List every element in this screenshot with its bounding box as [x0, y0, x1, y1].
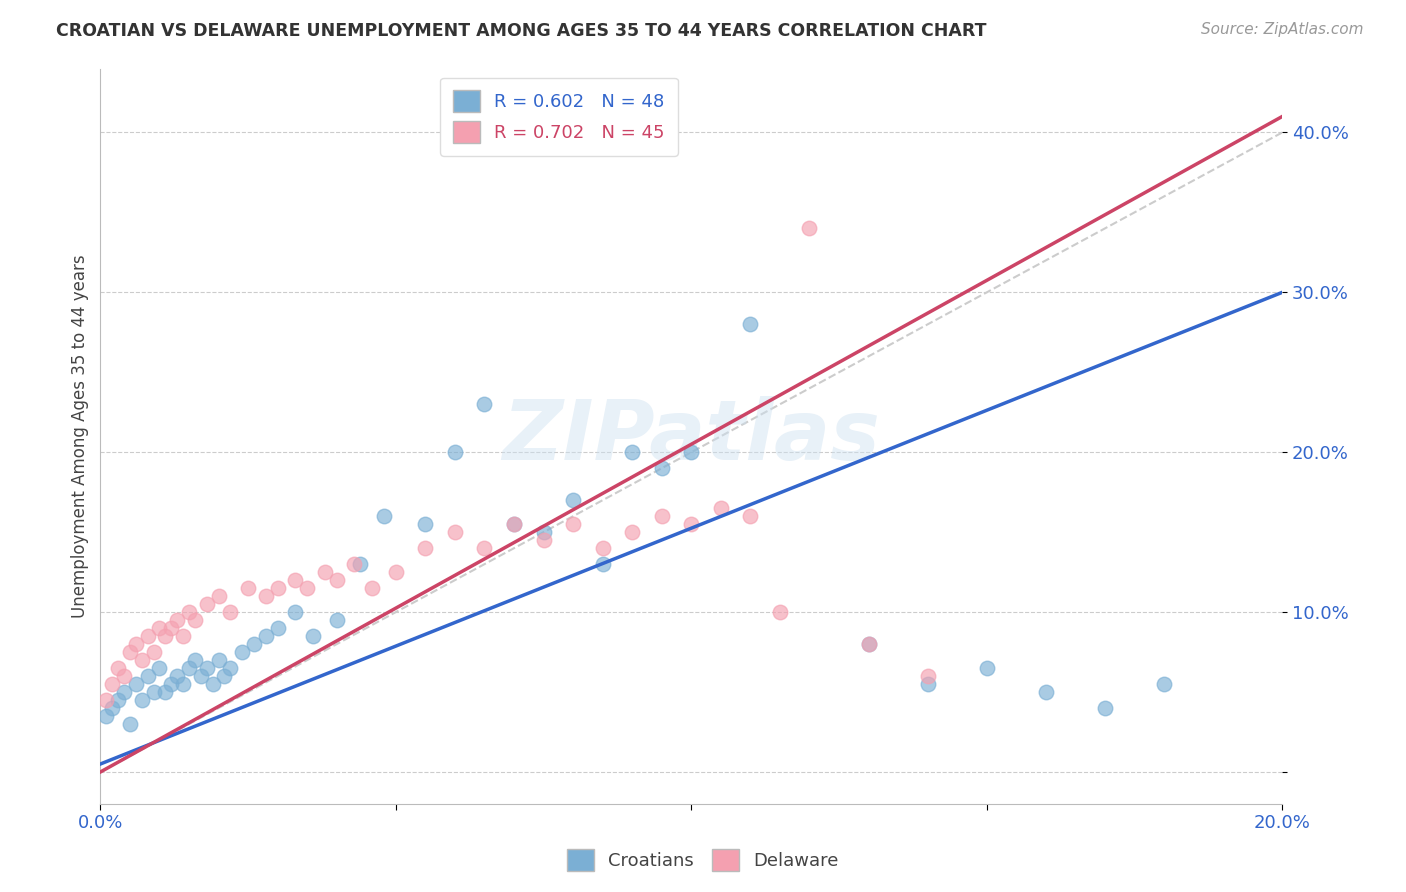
Point: [302, 629, 325, 643]
Point: [444, 445, 467, 459]
Point: [1094, 701, 1116, 715]
Legend: Croatians, Delaware: Croatians, Delaware: [560, 842, 846, 879]
Point: [243, 637, 266, 651]
Point: [236, 581, 259, 595]
Point: [142, 685, 165, 699]
Point: [166, 669, 188, 683]
Point: [184, 653, 207, 667]
Point: [976, 661, 998, 675]
Point: [474, 397, 496, 411]
Point: [118, 645, 141, 659]
Text: CROATIAN VS DELAWARE UNEMPLOYMENT AMONG AGES 35 TO 44 YEARS CORRELATION CHART: CROATIAN VS DELAWARE UNEMPLOYMENT AMONG …: [56, 22, 987, 40]
Point: [740, 318, 762, 332]
Point: [219, 605, 242, 619]
Point: [917, 677, 939, 691]
Point: [562, 493, 585, 508]
Point: [195, 597, 218, 611]
Point: [1035, 685, 1057, 699]
Point: [503, 517, 526, 532]
Point: [373, 509, 395, 524]
Point: [651, 461, 673, 475]
Point: [101, 677, 124, 691]
Point: [361, 581, 384, 595]
Point: [190, 669, 212, 683]
Point: [621, 445, 644, 459]
Point: [769, 605, 792, 619]
Point: [799, 221, 821, 235]
Point: [207, 653, 229, 667]
Point: [160, 677, 183, 691]
Point: [917, 669, 939, 683]
Point: [142, 645, 165, 659]
Point: [118, 717, 141, 731]
Point: [343, 557, 366, 571]
Point: [325, 613, 347, 627]
Legend: R = 0.602   N = 48, R = 0.702   N = 45: R = 0.602 N = 48, R = 0.702 N = 45: [440, 78, 678, 156]
Point: [155, 685, 177, 699]
Point: [148, 661, 170, 675]
Point: [125, 677, 148, 691]
Point: [96, 709, 118, 723]
Point: [219, 661, 242, 675]
Point: [533, 533, 555, 548]
Point: [681, 517, 703, 532]
Point: [112, 669, 135, 683]
Point: [172, 677, 194, 691]
Point: [266, 621, 288, 635]
Point: [503, 517, 526, 532]
Point: [562, 517, 585, 532]
Point: [621, 525, 644, 540]
Point: [533, 525, 555, 540]
Point: [207, 589, 229, 603]
Point: [254, 629, 277, 643]
Point: [177, 661, 200, 675]
Text: Source: ZipAtlas.com: Source: ZipAtlas.com: [1201, 22, 1364, 37]
Point: [160, 621, 183, 635]
Point: [136, 629, 159, 643]
Point: [195, 661, 218, 675]
Point: [295, 581, 318, 595]
Point: [415, 541, 437, 556]
Point: [107, 661, 129, 675]
Point: [166, 613, 188, 627]
Point: [125, 637, 148, 651]
Point: [415, 517, 437, 532]
Point: [155, 629, 177, 643]
Point: [858, 637, 880, 651]
Point: [314, 565, 336, 579]
Point: [201, 677, 224, 691]
Point: [474, 541, 496, 556]
Point: [214, 669, 236, 683]
Point: [231, 645, 253, 659]
Point: [101, 701, 124, 715]
Point: [172, 629, 194, 643]
Text: ZIPatlas: ZIPatlas: [502, 396, 880, 476]
Y-axis label: Unemployment Among Ages 35 to 44 years: Unemployment Among Ages 35 to 44 years: [72, 254, 89, 618]
Point: [444, 525, 467, 540]
Point: [349, 557, 371, 571]
Point: [592, 541, 614, 556]
Point: [592, 557, 614, 571]
Point: [107, 693, 129, 707]
Point: [284, 605, 307, 619]
Point: [325, 573, 347, 587]
Point: [148, 621, 170, 635]
Point: [710, 501, 733, 516]
Point: [131, 653, 153, 667]
Point: [858, 637, 880, 651]
Point: [284, 573, 307, 587]
Point: [385, 565, 408, 579]
Point: [1153, 677, 1175, 691]
Point: [112, 685, 135, 699]
Point: [96, 693, 118, 707]
Point: [177, 605, 200, 619]
Point: [131, 693, 153, 707]
Point: [136, 669, 159, 683]
Point: [266, 581, 288, 595]
Point: [681, 445, 703, 459]
Point: [651, 509, 673, 524]
Point: [184, 613, 207, 627]
Point: [740, 509, 762, 524]
Point: [254, 589, 277, 603]
